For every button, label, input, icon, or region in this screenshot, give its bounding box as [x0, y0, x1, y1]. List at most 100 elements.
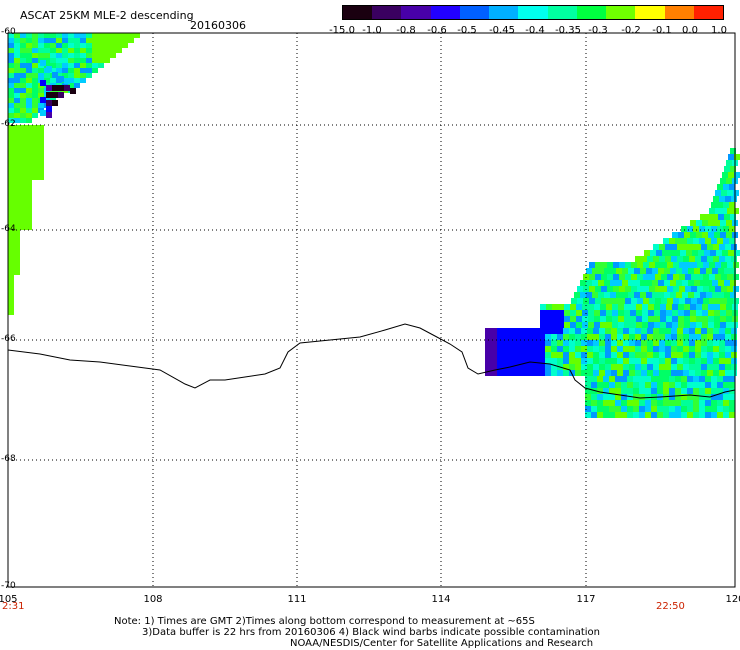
data-cell [563, 328, 569, 334]
data-cell [635, 370, 641, 376]
data-cell [20, 53, 26, 58]
data-cell [585, 412, 591, 418]
data-cell [701, 364, 707, 370]
data-cell [552, 304, 558, 310]
data-cell [14, 33, 20, 38]
data-cell [40, 80, 46, 86]
data-cell [706, 280, 712, 286]
data-cell [707, 244, 713, 250]
data-cell [8, 285, 14, 290]
data-cell [621, 388, 627, 394]
data-cell [527, 352, 533, 358]
data-cell [717, 382, 723, 388]
data-cell [8, 255, 14, 260]
data-cell [606, 316, 612, 322]
data-cell [699, 400, 705, 406]
data-cell [612, 310, 618, 316]
data-cell [711, 388, 717, 394]
data-cell [586, 280, 592, 286]
data-cell [593, 340, 599, 346]
data-cell [705, 400, 711, 406]
data-cell [593, 358, 599, 364]
data-cell [676, 292, 682, 298]
data-cell [26, 155, 32, 160]
data-cell [576, 316, 582, 322]
data-cell [110, 53, 116, 58]
data-cell [663, 382, 669, 388]
data-cell [14, 190, 20, 195]
data-cell [8, 63, 14, 68]
data-cell [630, 304, 636, 310]
data-cell [32, 83, 38, 88]
data-cell [616, 268, 622, 274]
data-cell [8, 235, 14, 240]
data-cell [38, 73, 44, 78]
data-cell [545, 370, 551, 376]
data-cell [648, 322, 654, 328]
data-cell [20, 180, 26, 185]
data-cell [723, 388, 729, 394]
data-cell [570, 304, 576, 310]
data-cell [575, 346, 581, 352]
data-cell [661, 298, 667, 304]
data-cell [621, 412, 627, 418]
data-cell [730, 166, 736, 172]
data-cell [485, 328, 491, 334]
data-cell [575, 364, 581, 370]
color-scale-label: -0.2 [621, 25, 641, 36]
data-cell [719, 364, 725, 370]
data-cell [598, 280, 604, 286]
data-cell [697, 298, 703, 304]
data-cell [551, 328, 557, 334]
data-cell [653, 358, 659, 364]
data-cell [686, 250, 692, 256]
data-cell [625, 286, 631, 292]
data-cell [639, 406, 645, 412]
data-cell [70, 88, 76, 94]
data-cell [8, 113, 14, 118]
data-cell [613, 274, 619, 280]
data-cell [688, 292, 694, 298]
data-cell [26, 38, 32, 43]
data-cell [719, 256, 725, 262]
data-cell [677, 364, 683, 370]
data-cell [699, 382, 705, 388]
data-cell [14, 43, 20, 48]
data-cell [586, 292, 592, 298]
data-cell [670, 292, 676, 298]
data-cell [56, 53, 62, 58]
data-cell [690, 232, 696, 238]
data-cell [639, 400, 645, 406]
data-cell [558, 322, 564, 328]
data-cell [116, 43, 122, 48]
data-cell [8, 290, 14, 295]
data-cell [38, 43, 44, 48]
data-cell [712, 292, 718, 298]
data-cell [675, 388, 681, 394]
data-cell [603, 376, 609, 382]
data-cell [599, 340, 605, 346]
data-cell [669, 400, 675, 406]
data-cell [26, 170, 32, 175]
color-scale-label: -0.4 [525, 25, 545, 36]
data-cell [38, 160, 44, 165]
data-cell [637, 298, 643, 304]
longitude-label: 111 [287, 594, 307, 605]
data-cell [587, 364, 593, 370]
data-cell [8, 305, 14, 310]
data-cell [20, 225, 26, 230]
data-cell [14, 88, 20, 93]
data-cell [605, 334, 611, 340]
data-cell [677, 340, 683, 346]
data-cell [672, 304, 678, 310]
data-cell [26, 175, 32, 180]
data-cell [678, 322, 684, 328]
data-cell [699, 394, 705, 400]
data-cell [647, 364, 653, 370]
data-cell [711, 202, 717, 208]
data-cell [485, 370, 491, 376]
data-cell [631, 286, 637, 292]
data-cell [673, 298, 679, 304]
data-cell [688, 268, 694, 274]
data-cell [610, 280, 616, 286]
